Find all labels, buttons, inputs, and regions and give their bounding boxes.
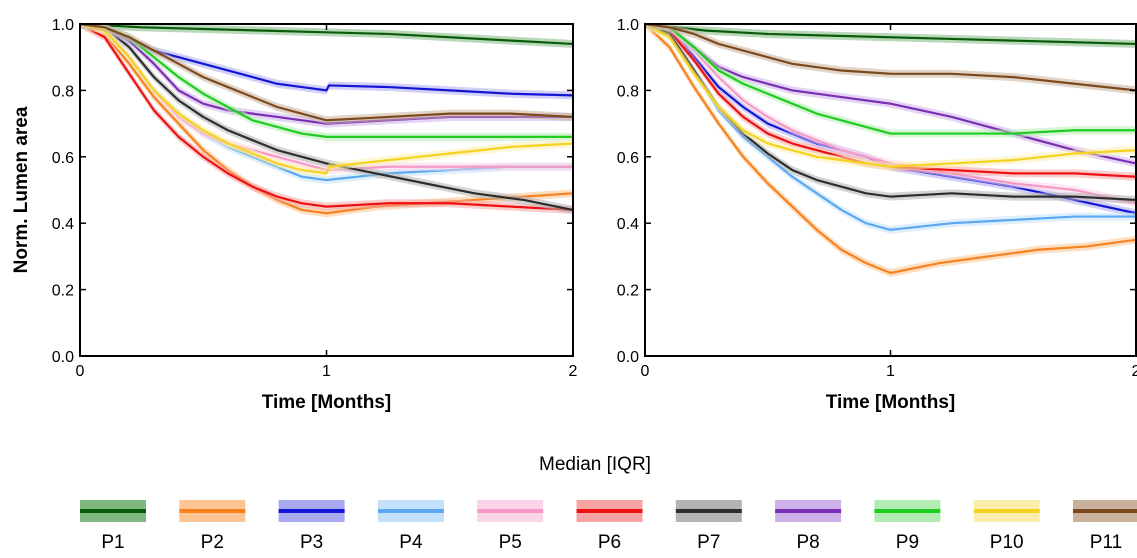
legend-item-p9: P9	[874, 500, 941, 553]
series-line-p6	[79, 23, 574, 212]
y-tick-label: 0.6	[617, 150, 639, 167]
legend-item-p1: P1	[80, 500, 146, 553]
x-tick-label: 1	[322, 363, 331, 380]
y-tick-label: 0.8	[617, 83, 639, 100]
x-tick-label: 2	[569, 363, 578, 380]
band-p3	[80, 24, 573, 100]
x-axis-title: Time [Months]	[826, 392, 955, 413]
legend-label: P8	[796, 532, 819, 553]
x-tick-label: 2	[1132, 363, 1137, 380]
legend-label: P2	[201, 532, 224, 553]
legend-label: P6	[598, 532, 621, 553]
series-line-p10	[79, 22, 574, 175]
y-axis-title: Norm. Lumen area	[11, 106, 32, 273]
legend: P1 P2 P3 P4 P5 P6 P7 P8 P9 P10 P11	[80, 500, 1137, 553]
series-line-p11	[79, 22, 574, 122]
legend-item-p6: P6	[576, 500, 643, 553]
legend-item-p11: P11	[1073, 500, 1137, 553]
legend-item-p3: P3	[278, 500, 345, 553]
legend-item-p7: P7	[675, 500, 742, 553]
x-tick-label: 0	[76, 363, 85, 380]
series-line-p11	[644, 22, 1137, 92]
legend-item-p2: P2	[179, 500, 246, 553]
series-line-p6	[644, 22, 1137, 178]
band-p8	[80, 24, 573, 128]
y-tick-label: 0.2	[617, 283, 639, 300]
legend-item-p5: P5	[477, 500, 544, 553]
series-group	[644, 22, 1137, 277]
band-p5	[80, 24, 573, 175]
y-tick-label: 1.0	[52, 17, 74, 34]
legend-label: P3	[300, 532, 323, 553]
y-tick-label: 0.6	[52, 150, 74, 167]
band-p5	[645, 24, 1136, 208]
legend-label: P1	[101, 532, 124, 553]
legend-title: Median [IQR]	[539, 454, 651, 475]
y-tick-label: 0.4	[617, 216, 639, 233]
band-p9	[645, 24, 1136, 138]
legend-label: P10	[990, 532, 1024, 553]
band-p4	[645, 24, 1136, 234]
series-line-p10	[644, 23, 1137, 168]
y-tick-label: 0.0	[52, 349, 74, 366]
legend-label: P9	[896, 532, 919, 553]
legend-item-p4: P4	[377, 500, 444, 553]
y-tick-label: 0.0	[617, 349, 639, 366]
series-group	[79, 22, 574, 218]
y-tick-label: 0.4	[52, 216, 74, 233]
band-p10	[645, 24, 1136, 171]
legend-item-p10: P10	[973, 500, 1040, 553]
band-p1	[645, 24, 1136, 48]
legend-item-p8: P8	[775, 500, 842, 553]
y-tick-label: 0.8	[52, 83, 74, 100]
x-axis-title: Time [Months]	[262, 392, 391, 413]
series-line-p2	[644, 23, 1137, 275]
series-line-p1	[644, 22, 1137, 46]
series-line-p9	[644, 22, 1136, 135]
series-line-p1	[79, 22, 574, 46]
legend-label: P4	[399, 532, 423, 553]
y-tick-label: 0.2	[52, 283, 74, 300]
y-tick-label: 1.0	[617, 17, 639, 34]
legend-label: P7	[697, 532, 720, 553]
legend-label: P11	[1090, 532, 1122, 553]
left-chart-panel: 0 1 2 0.0 0.2 0.4 0.6 0.8 1.0 Time [Months] Norm. …	[11, 17, 578, 413]
x-tick-label: 1	[886, 363, 895, 380]
x-tick-label: 0	[641, 363, 650, 380]
series-line-p7	[79, 22, 574, 211]
right-chart-panel: 0 1 2 0.0 0.2 0.4 0.6 0.8 1.0 Time [Months]	[617, 17, 1137, 413]
series-line-p5	[644, 22, 1137, 205]
legend-label: P5	[499, 532, 522, 553]
